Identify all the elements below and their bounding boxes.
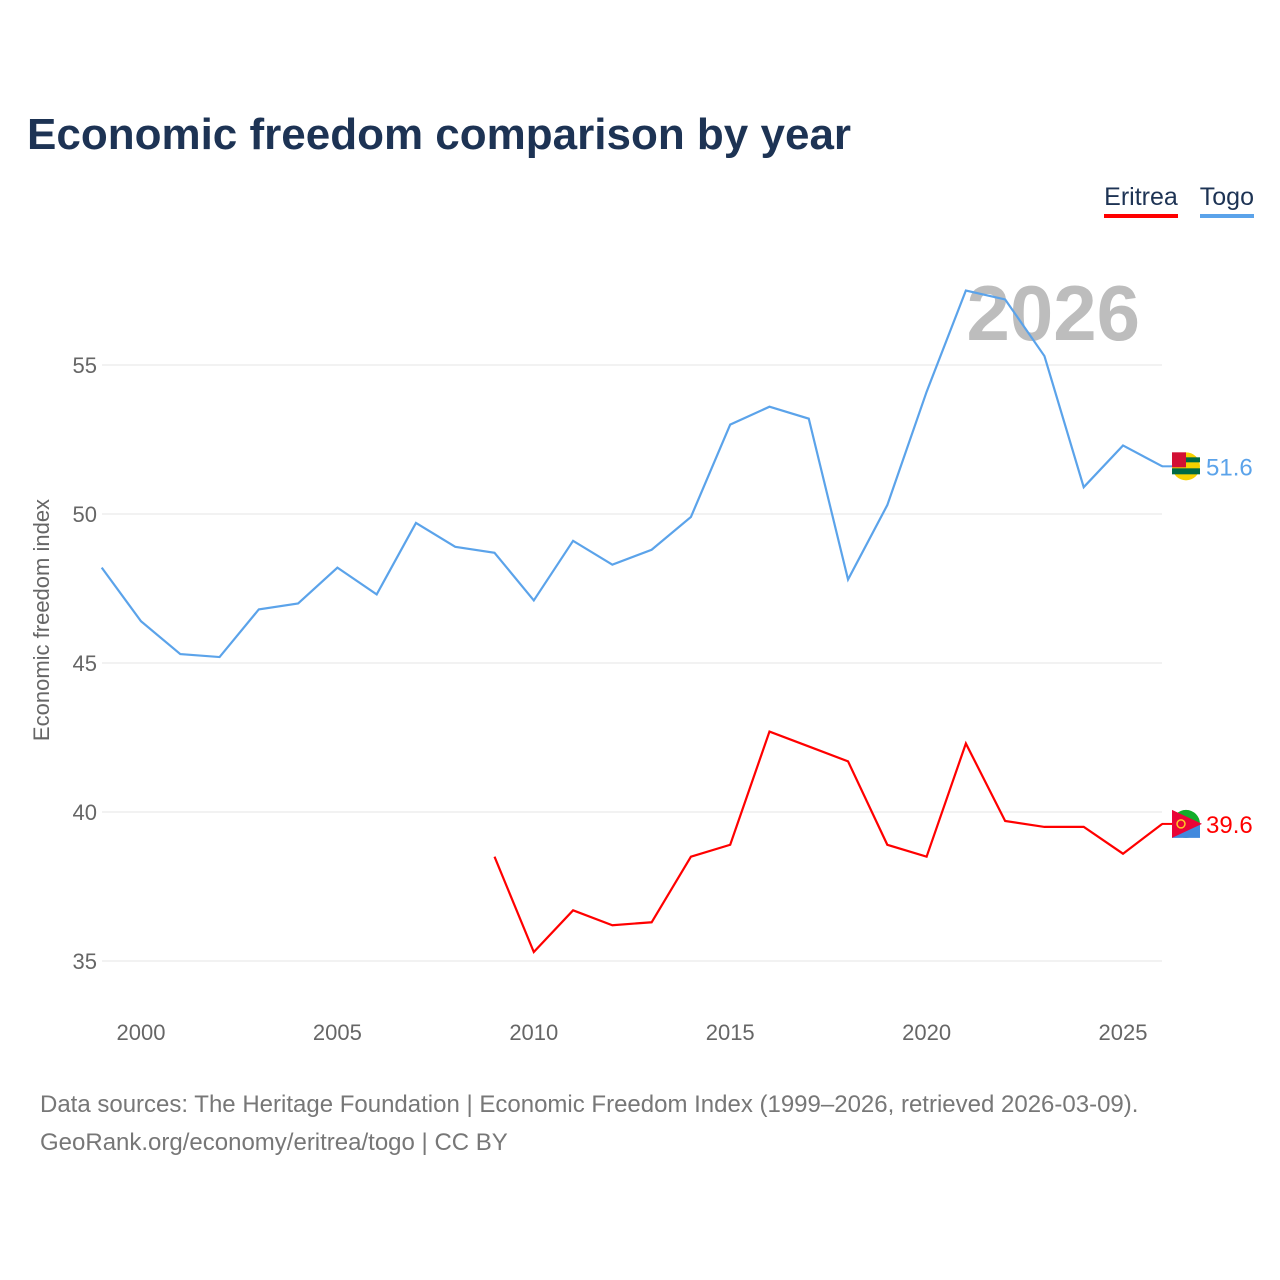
y-tick-label: 40 — [73, 800, 97, 825]
flag-stripe — [1172, 468, 1200, 475]
y-tick-label: 45 — [73, 651, 97, 676]
legend-item-togo[interactable]: Togo — [1199, 183, 1254, 218]
source-note: Data sources: The Heritage Foundation | … — [40, 1091, 1139, 1118]
x-tick-label: 2005 — [313, 1020, 362, 1045]
x-tick-label: 2020 — [902, 1020, 951, 1045]
y-tick-label: 35 — [73, 949, 97, 974]
series-line-togo — [100, 289, 1163, 659]
end-value-label: 39.6 — [1206, 812, 1253, 839]
x-tick-label: 2025 — [1099, 1020, 1148, 1045]
flag-triangle — [1172, 809, 1202, 838]
y-tick-label: 50 — [73, 502, 97, 527]
legend: Eritrea Togo — [1104, 183, 1254, 218]
flag-canton — [1172, 452, 1186, 468]
chart-title: Economic freedom comparison by year — [27, 110, 852, 159]
footer: Data sources: The Heritage Foundation | … — [40, 1086, 1138, 1162]
series-line-eritrea — [493, 730, 1163, 955]
x-tick-label: 2015 — [706, 1020, 755, 1045]
legend-item-eritrea[interactable]: Eritrea — [1104, 183, 1178, 218]
year-watermark: 2026 — [966, 269, 1140, 357]
source-url: GeoRank.org/economy/eritrea/togo | CC BY — [40, 1129, 508, 1156]
y-tick-label: 55 — [73, 353, 97, 378]
x-tick-label: 2010 — [509, 1020, 558, 1045]
x-tick-label: 2000 — [117, 1020, 166, 1045]
flag-emblem — [1176, 819, 1186, 829]
end-value-label: 51.6 — [1206, 454, 1253, 481]
